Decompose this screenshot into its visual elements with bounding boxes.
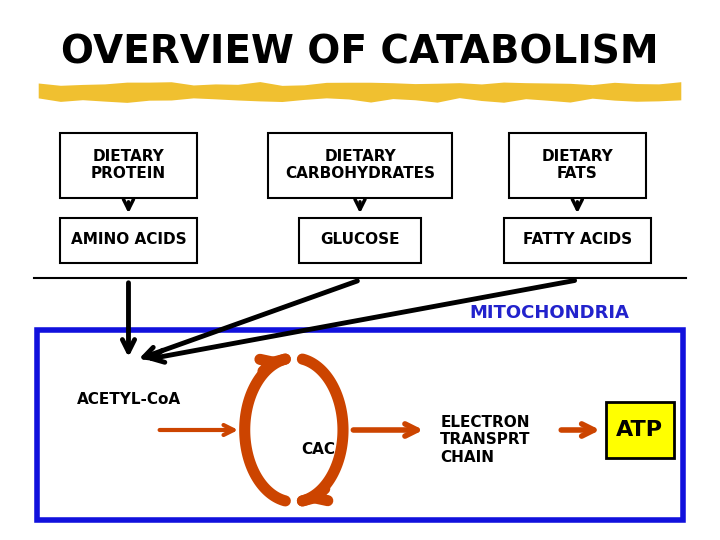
Text: ATP: ATP [616,420,663,440]
Bar [606,402,674,458]
Bar [60,132,197,198]
Text: AMINO ACIDS: AMINO ACIDS [71,233,186,247]
Text: ELECTRON
TRANSPRT
CHAIN: ELECTRON TRANSPRT CHAIN [441,415,531,465]
Text: OVERVIEW OF CATABOLISM: OVERVIEW OF CATABOLISM [61,33,659,71]
Text: ACETYL-CoA: ACETYL-CoA [76,393,181,408]
Text: MITOCHONDRIA: MITOCHONDRIA [469,304,629,322]
Bar [504,218,651,262]
Text: DIETARY
CARBOHYDRATES: DIETARY CARBOHYDRATES [285,149,435,181]
Bar [509,132,646,198]
Text: CAC: CAC [302,442,336,457]
Bar [268,132,452,198]
Polygon shape [39,82,681,103]
Text: DIETARY
FATS: DIETARY FATS [541,149,613,181]
Bar [60,218,197,262]
Text: FATTY ACIDS: FATTY ACIDS [523,233,632,247]
Bar [299,218,421,262]
Bar [37,330,683,520]
Text: GLUCOSE: GLUCOSE [320,233,400,247]
Text: DIETARY
PROTEIN: DIETARY PROTEIN [91,149,166,181]
